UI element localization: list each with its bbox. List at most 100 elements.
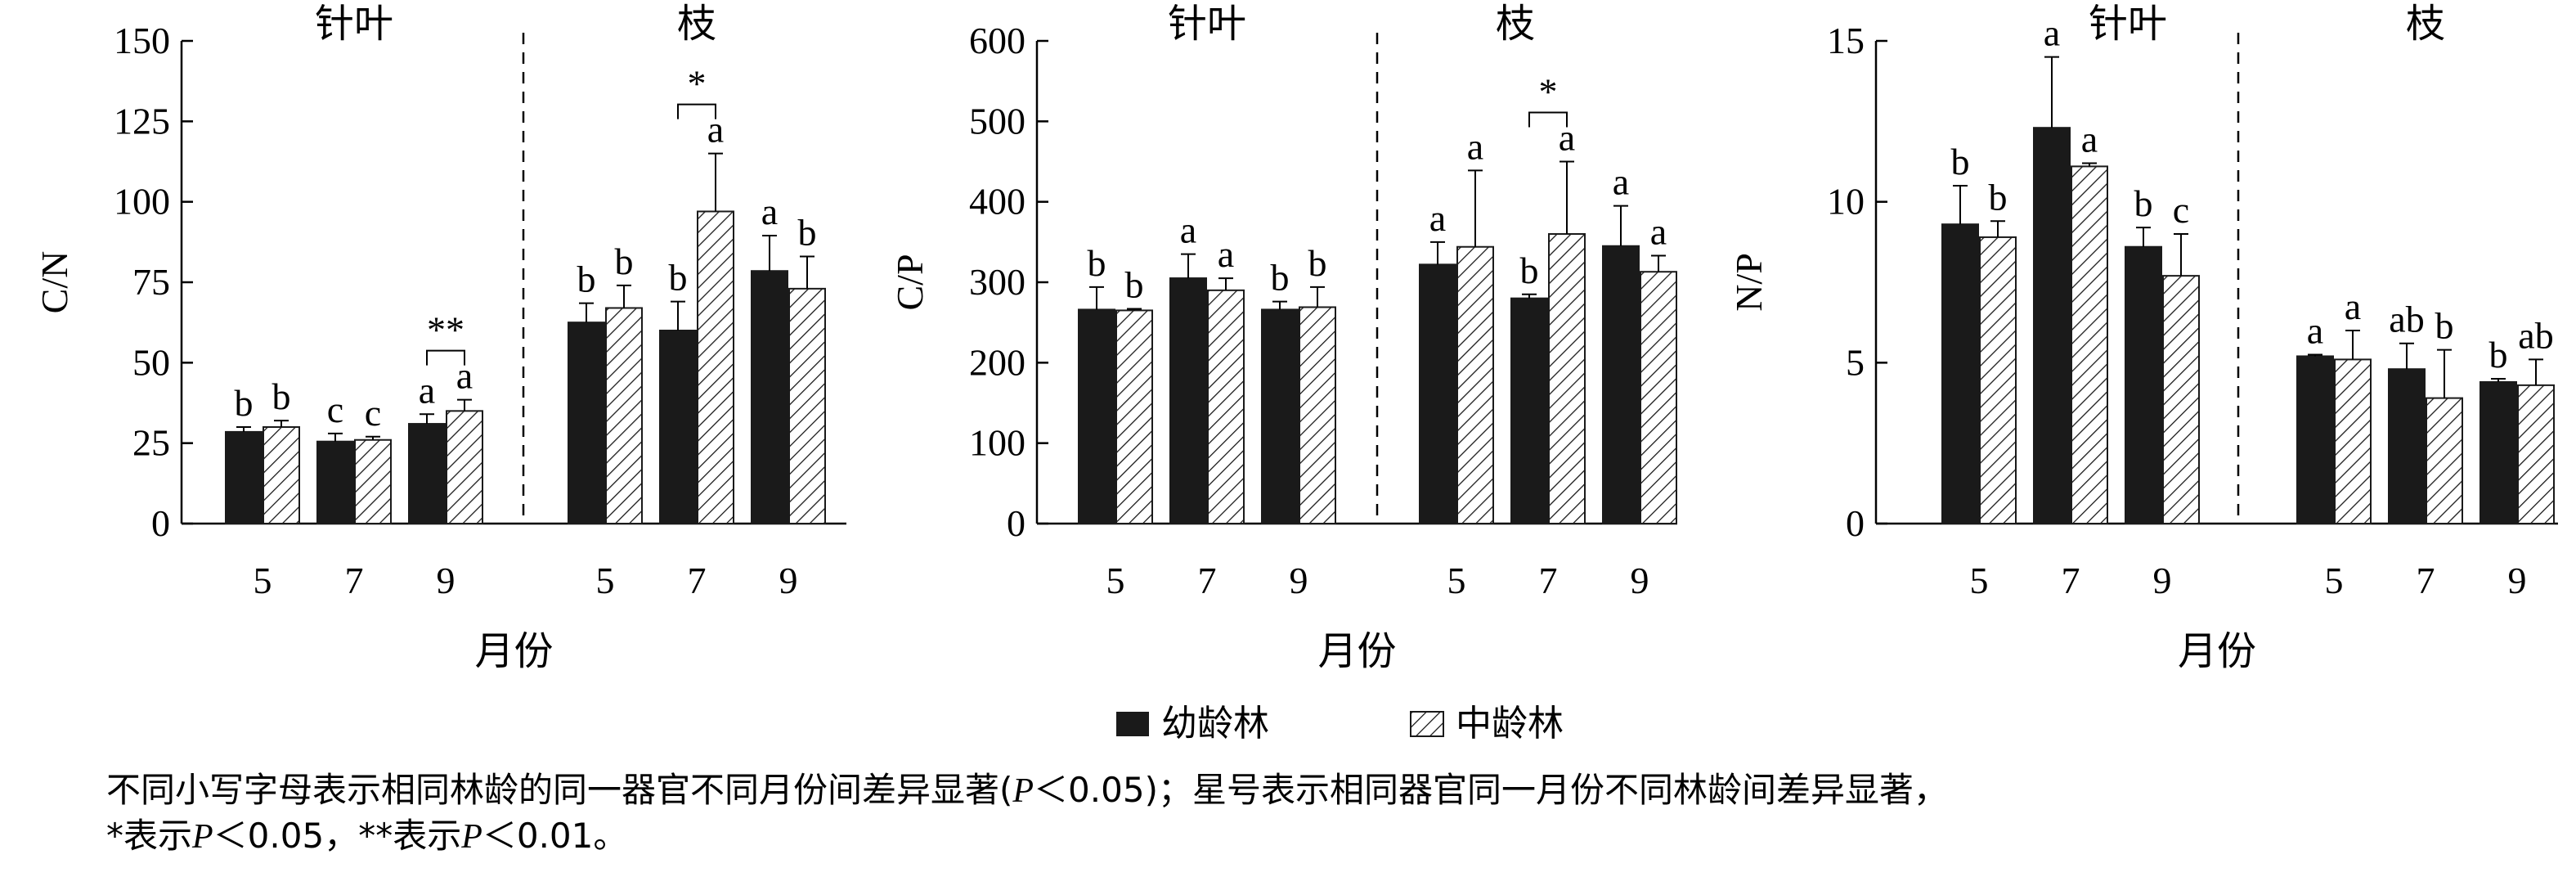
x-tick-label: 7 xyxy=(2417,560,2435,601)
x-tick-label: 7 xyxy=(688,560,707,601)
significance-bracket xyxy=(677,103,716,119)
bar-middle-forest xyxy=(2071,165,2108,524)
y-tick-label: 600 xyxy=(969,20,1025,61)
significance-bracket xyxy=(426,349,465,366)
bar-middle-forest xyxy=(2426,397,2463,524)
legend: 幼龄林 中龄林 xyxy=(1116,703,1564,744)
legend-label-middle-forest: 中龄林 xyxy=(1456,703,1564,744)
bar-middle-forest xyxy=(1640,271,1677,524)
significance-letter: a xyxy=(2307,310,2323,352)
significance-letter: a xyxy=(1650,211,1667,253)
bar-middle-forest xyxy=(1299,306,1336,524)
y-tick-label: 500 xyxy=(969,100,1025,142)
significance-letter: b xyxy=(1951,141,1970,182)
bar-middle-forest xyxy=(605,307,643,524)
figure-caption-line-2: *表示P＜0.05，**表示P＜0.01。 xyxy=(106,813,627,860)
significance-letter: ab xyxy=(2518,314,2553,356)
y-tick-label: 0 xyxy=(151,502,170,544)
bar-young-forest xyxy=(1602,245,1640,524)
y-tick-label: 15 xyxy=(1827,20,1865,61)
y-tick-label: 10 xyxy=(1827,181,1865,223)
x-tick-label: 9 xyxy=(1631,560,1649,601)
bar-young-forest xyxy=(1510,297,1548,524)
significance-bracket xyxy=(1528,111,1568,128)
bar-young-forest xyxy=(2296,355,2334,525)
bar-middle-forest xyxy=(1456,245,1494,524)
x-tick-label: 7 xyxy=(1198,560,1217,601)
significance-letter: a xyxy=(2345,286,2361,327)
caption-text: *表示 xyxy=(106,816,193,856)
legend-swatch-young-forest xyxy=(1116,712,1149,736)
bar-middle-forest xyxy=(1979,236,2017,524)
y-tick-label: 125 xyxy=(114,100,170,142)
significance-letter: a xyxy=(1180,209,1196,251)
significance-letter: b xyxy=(1125,263,1144,305)
group-title: 针叶 xyxy=(2089,1,2167,47)
x-tick-label: 5 xyxy=(596,560,615,601)
x-tick-label: 9 xyxy=(2508,560,2527,601)
caption-text: ＜0.01。 xyxy=(482,816,628,856)
significance-letter: b xyxy=(577,259,596,300)
caption-text: ＜0.05)；星号表示相同器官同一月份不同林龄间差异显著， xyxy=(1034,770,1948,810)
caption-p-symbol: P xyxy=(461,818,482,856)
significance-letter: b xyxy=(615,241,634,282)
significance-letter: ab xyxy=(2389,299,2424,340)
bar-middle-forest xyxy=(446,410,483,525)
group-title: 枝 xyxy=(677,1,716,47)
bar-young-forest xyxy=(1169,277,1207,524)
significance-letter: a xyxy=(2081,118,2098,160)
y-tick-label: 0 xyxy=(1846,502,1865,544)
significance-letter: c xyxy=(2173,189,2189,231)
significance-letter: c xyxy=(365,392,381,434)
figure-caption-line-1: 不同小写字母表示相同林龄的同一器官不同月份间差异显著(P＜0.05)；星号表示相… xyxy=(106,767,1948,814)
significance-letter: b xyxy=(1520,250,1539,291)
group-title: 枝 xyxy=(1496,1,1535,47)
x-axis-label: 月份 xyxy=(2178,628,2256,674)
bar-middle-forest xyxy=(1115,309,1153,524)
significance-letter: b xyxy=(1989,176,2008,218)
significance-letter: a xyxy=(761,191,778,232)
caption-text: ＜0.05，**表示 xyxy=(213,816,462,856)
bar-young-forest xyxy=(1078,308,1115,524)
bar-young-forest xyxy=(408,423,446,524)
bar-middle-forest xyxy=(354,439,392,525)
caption-p-symbol: P xyxy=(1012,772,1034,810)
bar-young-forest xyxy=(568,322,605,524)
x-axis-label: 月份 xyxy=(1317,628,1396,674)
significance-letter: a xyxy=(707,109,724,151)
y-axis-label: C/N xyxy=(34,251,75,314)
x-tick-label: 9 xyxy=(437,560,456,601)
significance-letter: a xyxy=(456,355,473,397)
bar-young-forest xyxy=(2033,127,2071,524)
x-tick-label: 5 xyxy=(254,560,272,601)
caption-p-symbol: P xyxy=(192,818,213,856)
significance-letter: b xyxy=(1308,242,1327,284)
x-tick-label: 5 xyxy=(1447,560,1466,601)
significance-letter: a xyxy=(1218,233,1234,275)
bar-middle-forest xyxy=(1548,233,1586,524)
y-axis-label: N/P xyxy=(1728,253,1770,312)
significance-letter: a xyxy=(1429,197,1446,239)
y-tick-label: 150 xyxy=(114,20,170,61)
x-tick-label: 9 xyxy=(2153,560,2172,601)
significance-star: ** xyxy=(427,309,464,351)
significance-letter: a xyxy=(1559,117,1575,159)
bar-young-forest xyxy=(2480,380,2517,524)
y-tick-label: 100 xyxy=(114,181,170,223)
y-tick-label: 50 xyxy=(132,341,170,383)
group-title: 针叶 xyxy=(315,1,393,47)
bar-middle-forest xyxy=(2334,358,2372,524)
x-tick-label: 5 xyxy=(1970,560,1989,601)
bar-young-forest xyxy=(1419,263,1456,524)
significance-letter: b xyxy=(2435,305,2454,347)
x-tick-label: 7 xyxy=(345,560,364,601)
bar-young-forest xyxy=(751,270,788,524)
significance-letter: a xyxy=(1467,125,1483,167)
significance-star: * xyxy=(688,63,707,105)
significance-star: * xyxy=(1539,71,1558,113)
y-tick-label: 0 xyxy=(1007,502,1025,544)
group-title: 针叶 xyxy=(1168,1,1246,47)
